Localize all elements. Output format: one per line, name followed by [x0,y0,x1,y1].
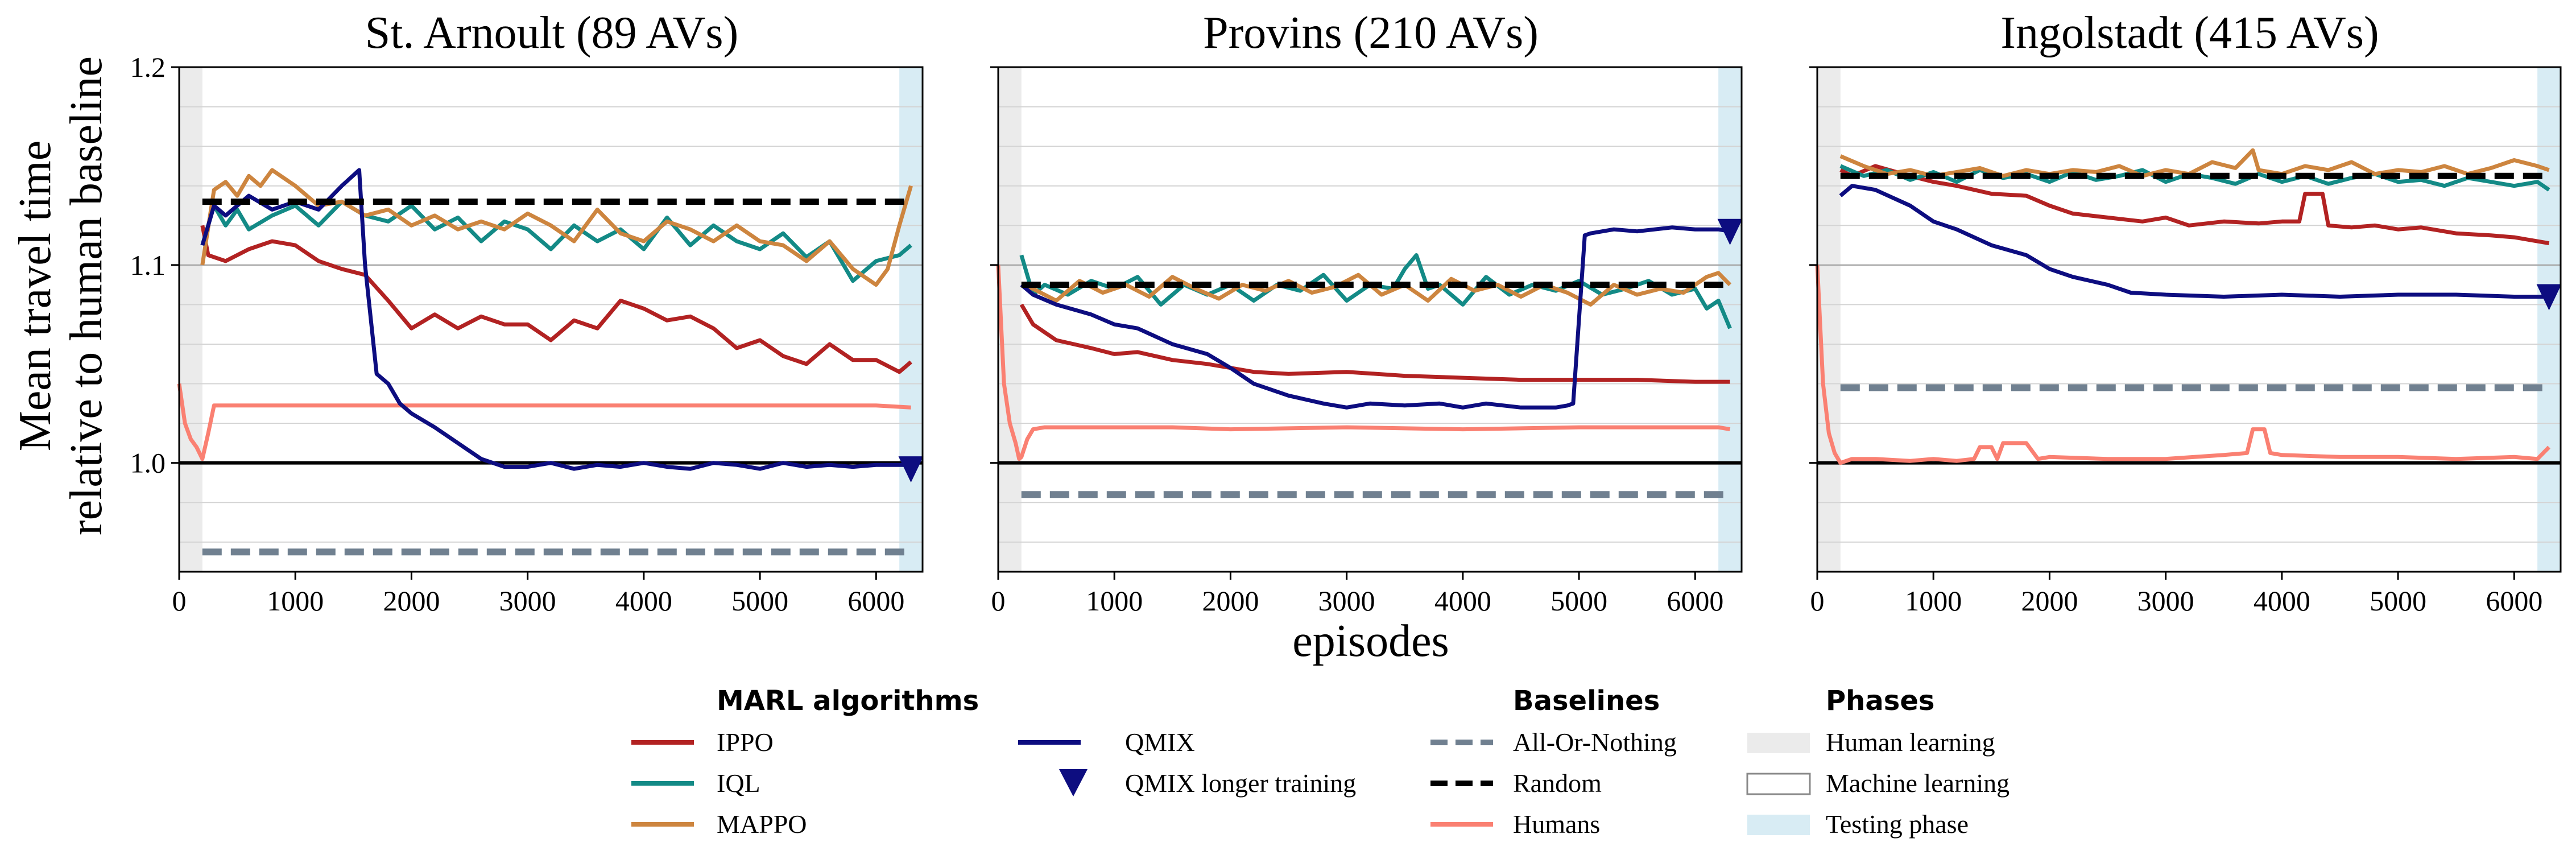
x-tick-label: 5000 [2370,585,2426,617]
axes-frame [178,66,924,573]
y-axis-label-line1: Mean travel time [10,141,60,451]
legend-label-ippo: IPPO [717,728,774,757]
legend-label-testing-phase: Testing phase [1826,810,1969,839]
legend-group-title-marl: MARL algorithms [717,685,979,717]
phase-testing [899,67,923,572]
axes-frame [997,66,1743,573]
legend-label-qmix-longer-training: QMIX longer training [1125,769,1356,798]
x-tick-label: 6000 [847,585,904,617]
series-line-qmix [1839,184,2549,299]
legend-group-title-baselines: Baselines [1513,685,1660,717]
x-tick-label: 1000 [1086,585,1143,617]
legend-label-mappo: MAPPO [717,810,807,839]
x-axis-label: episodes [1292,616,1449,666]
y-tick-label: 1.0 [130,447,166,479]
legend-label-random: Random [1513,769,1602,798]
legend-swatch-testing-phase [1747,815,1810,835]
x-tick-label: 5000 [1550,585,1607,617]
series-line-humans [996,265,1731,461]
series-line-qmix [200,168,911,471]
panel-title: St. Arnoult (89 AVs) [365,8,738,58]
y-tick-label: 1.1 [130,249,166,281]
legend-label-human-learning: Human learning [1826,728,1995,757]
legend: MARL algorithms Baselines Phases IPPO IQ… [631,685,2009,839]
legend-group-title-phases: Phases [1826,685,1934,717]
legend-label-iql: IQL [717,769,760,798]
qmix-longer-training-marker [1717,218,1743,245]
x-tick-label: 1000 [267,585,324,617]
x-tick-label: 3000 [2137,585,2194,617]
legend-label-humans: Humans [1513,810,1600,839]
x-tick-label: 5000 [731,585,788,617]
series-line-ippo [1019,303,1730,384]
series-line-mappo [200,168,913,287]
axes-frame [1816,66,2562,573]
legend-label-machine-learning: Machine learning [1826,769,2009,798]
series-line-iql [200,200,912,283]
legend-swatch-human-learning [1747,733,1810,753]
x-tick-label: 0 [172,585,187,617]
series-line-humans [1815,265,2551,465]
x-tick-label: 0 [1810,585,1825,617]
x-tick-label: 2000 [2021,585,2078,617]
y-tick-label: 1.2 [130,51,166,83]
phase-human-learning [179,67,202,572]
x-tick-label: 3000 [499,585,556,617]
y-axis-label-line2: relative to human baseline [61,56,111,535]
series-line-ippo [1839,164,2550,246]
series-line-qmix [1020,225,1731,410]
qmix-longer-training-marker [2536,284,2562,311]
legend-swatch-qmix-longer-training [1059,769,1088,796]
x-tick-label: 4000 [1434,585,1491,617]
series-line-ippo [200,225,912,374]
panel-st-arnoult: St. Arnoult (89 AVs) 0 1000 2000 3000 4000 50… [130,8,924,617]
series-line-mappo [1839,148,2550,178]
panel-title: Provins (210 AVs) [1203,8,1539,58]
qmix-longer-training-marker [898,456,924,483]
panel-provins: Provins (210 AVs) 0 1000 2000 3000 4000 5000 6… [990,8,1743,617]
x-tick-label: 6000 [2486,585,2542,617]
panel-ingolstadt: Ingolstadt (415 AVs) 0 1000 2000 3000 4000 50… [1809,8,2562,617]
x-tick-label: 2000 [1202,585,1259,617]
legend-swatch-machine-learning [1746,773,1811,795]
x-tick-label: 4000 [2254,585,2310,617]
legend-label-qmix: QMIX [1125,728,1195,757]
phase-testing [1718,67,1742,572]
x-tick-label: 2000 [383,585,440,617]
x-tick-label: 6000 [1667,585,1723,617]
series-line-humans [177,383,911,461]
series-line-mappo [1020,271,1732,307]
x-tick-label: 1000 [1905,585,1962,617]
x-tick-label: 4000 [615,585,672,617]
x-tick-label: 0 [991,585,1006,617]
panel-title: Ingolstadt (415 AVs) [2000,8,2379,58]
legend-label-all-or-nothing: All-Or-Nothing [1513,728,1677,757]
x-tick-label: 3000 [1318,585,1375,617]
phase-testing [2537,67,2561,572]
